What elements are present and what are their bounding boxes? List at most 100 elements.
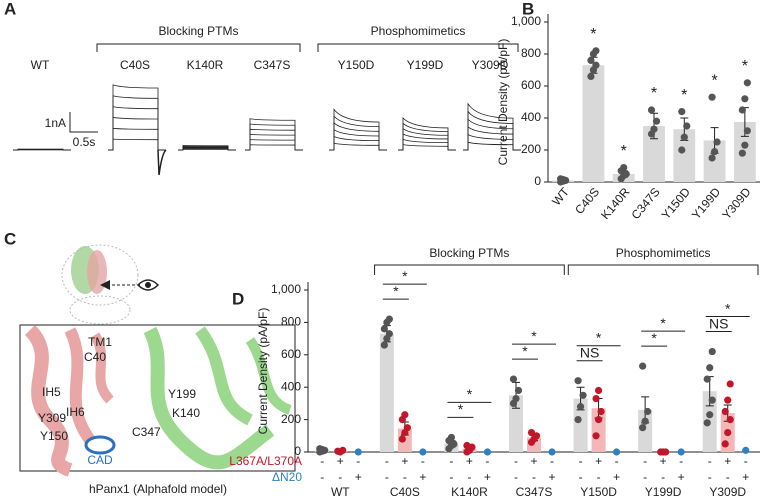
sign: + (548, 470, 555, 484)
sign: - (661, 470, 665, 484)
current-trace (463, 141, 521, 151)
bar (643, 126, 665, 182)
significance: * (467, 386, 473, 402)
y-tick-label: 1,000 (511, 14, 541, 28)
condition-label: Y150D (338, 58, 375, 72)
sign: - (726, 470, 730, 484)
data-point (592, 432, 600, 440)
bar (509, 395, 523, 452)
residue-label: Y150 (40, 429, 68, 443)
data-point (708, 93, 716, 101)
data-point (419, 448, 427, 456)
sign: - (356, 454, 360, 468)
data-point (644, 407, 652, 416)
y-tick-label: 600 (521, 78, 541, 92)
group-bracket (317, 43, 519, 52)
data-point (706, 364, 714, 372)
data-point (743, 127, 751, 135)
data-point (724, 396, 732, 404)
data-point (706, 411, 714, 419)
sign: - (643, 470, 647, 484)
data-point (463, 441, 471, 450)
data-point (592, 394, 600, 403)
data-point (483, 448, 492, 456)
data-point (398, 435, 406, 443)
current-trace (245, 123, 303, 151)
x-tick-label: Y199D (645, 485, 682, 499)
data-point (592, 61, 600, 69)
domain-label: CAD (87, 453, 113, 467)
current-trace (245, 118, 303, 151)
data-point (380, 325, 388, 333)
x-tick-label: K140R (451, 485, 488, 499)
data-point (574, 416, 582, 424)
data-point (512, 394, 520, 403)
data-point (724, 428, 732, 437)
data-point (620, 164, 628, 172)
group-label: Phosphomimetics (371, 24, 466, 38)
sign: - (579, 470, 583, 484)
data-point (318, 445, 326, 454)
significance: * (725, 300, 731, 316)
x-tick-label: C40S (390, 485, 420, 499)
residue-label: C40 (84, 350, 106, 364)
data-point (713, 138, 721, 146)
current-trace (108, 116, 166, 151)
sign: - (485, 454, 489, 468)
scale-bar (69, 112, 98, 133)
condition-label: C347S (254, 58, 291, 72)
data-point (592, 47, 600, 55)
scale-time: 0.5s (73, 135, 96, 149)
y-tick-label: 800 (281, 315, 301, 329)
x-tick-label: Y150D (580, 485, 617, 499)
data-point (726, 416, 734, 424)
sign: - (514, 454, 518, 468)
significance: * (402, 268, 408, 284)
significance: * (522, 343, 528, 359)
y-tick-label: 800 (521, 46, 541, 60)
current-trace (108, 138, 166, 151)
y-tick-label: 0 (534, 174, 541, 188)
data-point (741, 95, 749, 103)
y-tick-label: 200 (521, 142, 541, 156)
significance: * (651, 85, 657, 102)
sign: + (678, 470, 685, 484)
data-point (721, 407, 729, 416)
data-point (527, 428, 536, 437)
group-bracket (96, 43, 301, 52)
sign: + (530, 454, 537, 468)
sign: + (660, 454, 667, 468)
x-tick-label: Y309D (709, 485, 746, 499)
caption: hPanx1 (Alphafold model) (89, 482, 227, 496)
data-point (738, 106, 746, 114)
sign: - (550, 454, 554, 468)
data-point (574, 377, 582, 385)
sign: + (595, 454, 602, 468)
y-tick-label: 1,000 (271, 282, 301, 296)
data-point (680, 133, 688, 141)
significance: * (621, 143, 627, 160)
sign: + (401, 454, 408, 468)
bar (379, 333, 394, 452)
data-point (677, 448, 685, 456)
residue-label: K140 (172, 406, 200, 420)
data-point (652, 117, 661, 125)
condition-label: Y199D (407, 58, 444, 72)
current-trace (329, 135, 387, 151)
significance: * (651, 330, 657, 346)
structure-overview (61, 244, 160, 325)
group-label: Blocking PTMs (429, 246, 509, 260)
y-tick-label: 200 (281, 412, 301, 426)
significance: * (681, 87, 687, 104)
residue-label: C347 (132, 425, 161, 439)
data-point (639, 362, 647, 370)
x-tick-label: Y150D (659, 185, 694, 222)
sign: - (338, 470, 342, 484)
sign: - (403, 470, 407, 484)
current-trace (398, 138, 456, 151)
data-point (708, 347, 716, 356)
data-point (721, 440, 729, 448)
sign: - (449, 454, 453, 468)
x-tick-label: C347S (628, 185, 662, 222)
sign: - (744, 454, 748, 468)
